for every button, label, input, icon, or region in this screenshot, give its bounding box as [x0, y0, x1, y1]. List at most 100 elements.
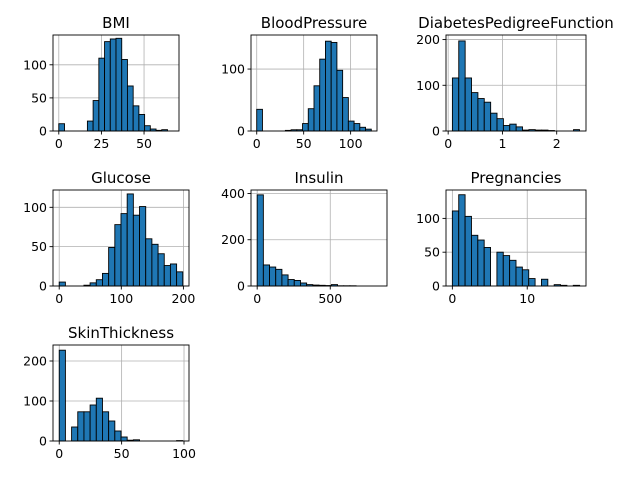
chart-skinthickness: 0 50 100 0 100 200 SkinThickness [23, 324, 196, 461]
histogram-bar [95, 397, 103, 442]
histogram-bar [138, 113, 146, 132]
chart-title: DiabetesPedigreeFunction [418, 14, 614, 32]
histogram-bar [342, 97, 349, 132]
y-tick-label: 200 [23, 354, 47, 369]
histogram-bar [325, 40, 332, 132]
x-tick-label: 50 [136, 136, 152, 151]
y-tick-label: 100 [23, 57, 47, 72]
chart-title: BloodPressure [261, 14, 367, 32]
histogram-bar [121, 59, 128, 132]
histogram-bar [132, 105, 140, 132]
histogram-bar [319, 58, 326, 132]
x-tick-label: 100 [339, 136, 363, 151]
histogram-bar [458, 194, 466, 287]
histogram-bar [353, 123, 361, 132]
x-tick-label: 0 [55, 446, 63, 461]
histogram-bar [293, 279, 301, 287]
histogram-bar [287, 279, 295, 287]
y-tick-label: 100 [23, 200, 47, 215]
x-tick-label: 200 [171, 291, 195, 306]
histogram-bar [490, 112, 498, 132]
y-tick-label: 0 [432, 124, 440, 139]
histogram-bar [102, 272, 110, 287]
histogram-bar [132, 214, 140, 287]
histogram-bar [336, 69, 344, 132]
histogram-bar [359, 126, 366, 132]
histogram-bar [269, 266, 277, 287]
histogram-bar [496, 118, 504, 132]
y-tick-label: 50 [31, 90, 47, 105]
histogram-bar [541, 278, 549, 287]
histogram-bar [509, 259, 517, 287]
histogram-bar [528, 278, 536, 287]
y-tick-label: 0 [39, 124, 47, 139]
histogram-bar [302, 123, 309, 132]
chart-bmi: 0 25 50 0 50 100 BMI [23, 14, 180, 151]
histogram-bar [496, 251, 504, 287]
y-tick-label: 100 [23, 394, 47, 409]
histogram-bar [71, 426, 79, 442]
histogram-bar [115, 37, 123, 132]
histogram-bar [58, 349, 66, 442]
chart-title: SkinThickness [68, 324, 174, 342]
x-tick-label: 0 [448, 291, 456, 306]
y-tick-label: 0 [237, 124, 245, 139]
histogram-bar [502, 255, 511, 287]
x-tick-label: 25 [93, 136, 109, 151]
histogram-bar [104, 41, 111, 132]
histogram-bar [102, 411, 110, 442]
y-tick-label: 200 [416, 32, 440, 47]
x-tick-label: 500 [318, 291, 342, 306]
histogram-bar [313, 85, 321, 132]
histogram-bar [83, 411, 91, 442]
histogram-bar [256, 194, 264, 287]
y-tick-label: 200 [221, 232, 245, 247]
histogram-bar [114, 430, 122, 442]
histogram-bar [502, 125, 511, 132]
axes-frame [445, 34, 587, 132]
histogram-bar [521, 269, 530, 287]
histogram-bar [483, 101, 492, 132]
histogram-bar [108, 420, 116, 442]
histogram-bar [281, 274, 289, 287]
histogram-bar [114, 224, 122, 287]
axes-frame [52, 34, 180, 132]
chart-insulin: 0 500 0 200 400 Insulin [221, 169, 388, 306]
histogram-bar [77, 411, 85, 442]
histogram-bar [477, 239, 485, 287]
x-tick-label: 0 [55, 136, 63, 151]
axes-frame [250, 34, 378, 132]
histogram-bar [515, 126, 523, 132]
histogram-bar [515, 266, 523, 287]
y-tick-label: 400 [221, 186, 245, 201]
axes-frame [445, 189, 587, 287]
histogram-bar [58, 281, 66, 287]
histogram-bar [300, 282, 308, 287]
histogram-bar [464, 77, 472, 132]
histogram-bar [458, 40, 466, 132]
histogram-bar [330, 41, 338, 132]
histogram-bar [464, 215, 472, 287]
histogram-bar [120, 213, 128, 287]
histogram-bar [151, 243, 159, 287]
y-tick-label: 100 [416, 211, 440, 226]
histogram-bar [126, 193, 134, 287]
histogram-bar [477, 98, 485, 132]
histogram-bar [98, 57, 106, 132]
histogram-bar [509, 123, 517, 132]
histogram-bar [169, 263, 178, 287]
y-tick-label: 0 [39, 434, 47, 449]
histogram-bar [275, 268, 283, 287]
histogram-bar [307, 108, 315, 132]
histogram-bar [451, 210, 460, 287]
x-tick-label: 2 [553, 136, 561, 151]
axes-frame [52, 344, 190, 442]
histogram-bar [95, 279, 103, 287]
x-tick-label: 0 [253, 291, 261, 306]
histogram-bar [126, 85, 134, 132]
histogram-bar [471, 234, 479, 287]
histogram-bar [483, 247, 491, 287]
histogram-bar [157, 253, 165, 287]
histogram-bar [145, 238, 153, 287]
